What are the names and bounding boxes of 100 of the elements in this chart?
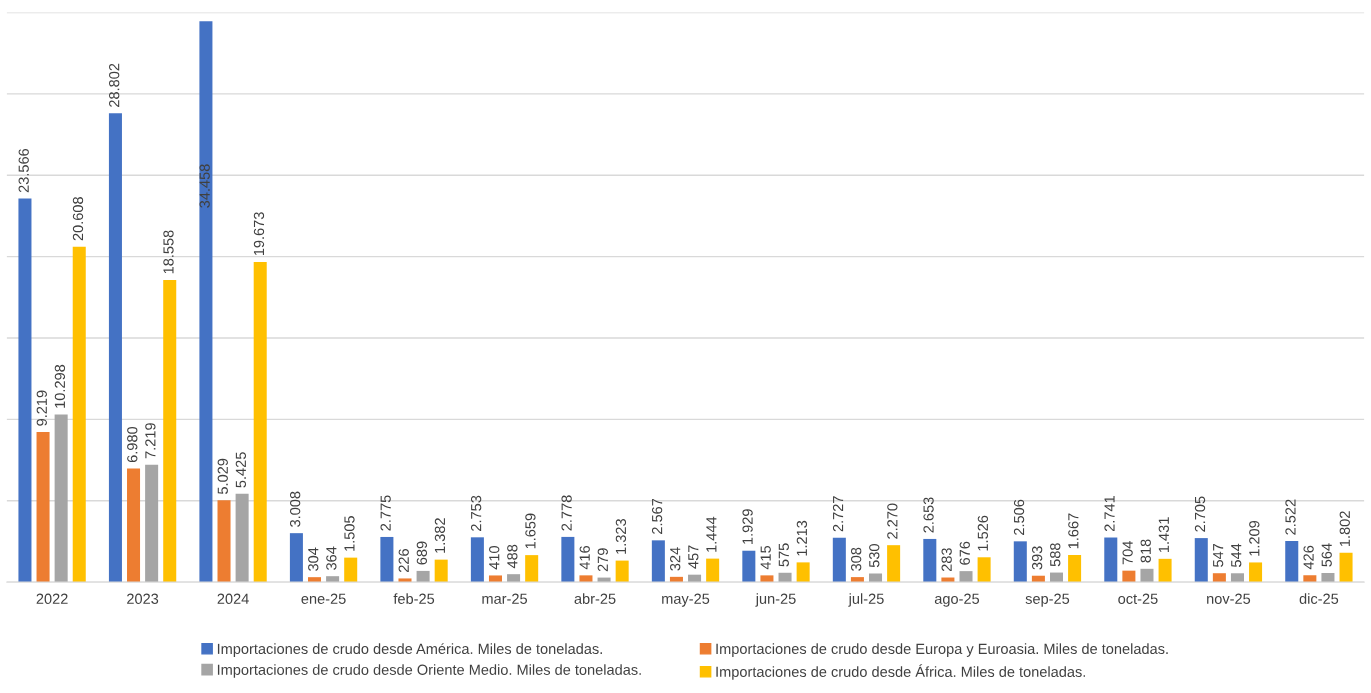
data-label: 410: [489, 545, 500, 570]
legend-label: Importaciones de crudo desde América. Miles de toneladas.: [217, 643, 602, 657]
bar: [796, 562, 810, 583]
data-label: 2.741: [1104, 496, 1115, 532]
x-tick-label: mar-25: [482, 593, 528, 604]
bar: [887, 545, 901, 583]
bar: [615, 560, 629, 583]
data-label: 2.506: [1013, 499, 1025, 535]
data-label: 10.298: [54, 364, 66, 408]
x-tick-label: sep-25: [1025, 593, 1070, 607]
bar: [1285, 541, 1299, 583]
data-label: 2.778: [561, 495, 572, 531]
bar: [344, 557, 358, 583]
data-label: 457: [688, 545, 699, 569]
bar: [253, 261, 267, 583]
bar: [36, 432, 50, 583]
data-label: 19.673: [253, 212, 265, 256]
data-label: 588: [1050, 543, 1061, 567]
data-label: 226: [398, 549, 409, 573]
data-label: 818: [1140, 539, 1151, 563]
data-label: 704: [1122, 541, 1133, 565]
data-label: 1.323: [615, 519, 627, 554]
bar: [145, 464, 159, 583]
bar: [525, 555, 539, 583]
data-label: 2.653: [923, 497, 934, 533]
data-label: 488: [507, 544, 518, 569]
legend-label: Importaciones de crudo desde África. Miles de toneladas.: [716, 664, 1085, 680]
data-label: 308: [851, 547, 862, 571]
bar: [235, 493, 249, 583]
bar: [18, 198, 32, 583]
data-label: 1.382: [434, 518, 446, 553]
x-tick-label: jun-25: [755, 593, 796, 607]
legend-label: Importaciones de crudo desde Europa y Euroasia. Miles de toneladas.: [716, 643, 1168, 657]
data-label: 575: [778, 543, 789, 567]
data-label: 1.667: [1068, 513, 1079, 549]
data-label: 23.566: [18, 148, 29, 193]
bar: [1104, 537, 1118, 583]
data-label: 9.219: [36, 390, 47, 426]
bar: [1013, 541, 1027, 583]
bar: [1249, 562, 1263, 583]
x-tick-label: 2023: [127, 593, 159, 604]
x-tick-label: 2022: [36, 593, 68, 604]
bar: [1230, 573, 1244, 583]
data-label: 676: [959, 541, 970, 565]
data-label: 5.425: [235, 452, 247, 488]
data-label: 544: [1231, 543, 1242, 567]
data-label: 279: [597, 548, 608, 572]
x-tick-label: abr-25: [574, 593, 616, 604]
bar: [1068, 554, 1082, 583]
data-label: 2.270: [887, 503, 898, 539]
data-label: 1.659: [525, 513, 536, 549]
data-label: 415: [760, 545, 771, 570]
data-label: 34.458: [199, 164, 210, 208]
bar: [1212, 573, 1226, 583]
data-label: 564: [1321, 543, 1332, 567]
bar: [706, 558, 720, 583]
data-label: 1.209: [1249, 520, 1260, 556]
data-label: 547: [1213, 543, 1224, 567]
data-label: 7.219: [145, 423, 156, 459]
x-tick-label: ago-25: [934, 593, 980, 607]
data-label: 2.753: [470, 495, 482, 531]
data-label: 1.505: [344, 516, 355, 551]
x-tick-label: oct-25: [1118, 593, 1158, 604]
bar: [651, 540, 665, 583]
data-label: 364: [326, 546, 337, 570]
bar: [959, 571, 973, 583]
bar: [434, 559, 448, 583]
data-label: 2.522: [1285, 499, 1296, 535]
bar: [54, 414, 68, 583]
x-tick-label: may-25: [662, 593, 710, 607]
data-label: 3.008: [290, 491, 301, 527]
data-label: 426: [1303, 545, 1314, 570]
bar: [869, 573, 883, 583]
bar: [163, 280, 177, 583]
data-label: 1.431: [1158, 517, 1169, 553]
data-label: 2.775: [380, 495, 391, 531]
data-label: 304: [308, 547, 319, 571]
x-tick-label: 2024: [217, 593, 249, 604]
data-label: 2.567: [651, 498, 663, 534]
data-label: 28.802: [109, 63, 120, 107]
data-label: 530: [869, 544, 880, 568]
bar: [199, 21, 213, 583]
bar: [1194, 538, 1208, 583]
data-label: 1.444: [706, 516, 717, 552]
data-label: 2.727: [832, 496, 844, 532]
bar: [380, 536, 394, 583]
bar: [1339, 552, 1353, 583]
x-tick-label: dic-25: [1299, 593, 1339, 604]
data-label: 416: [579, 545, 590, 570]
data-label: 283: [941, 548, 952, 572]
bar: [72, 246, 86, 583]
bar: [832, 537, 846, 583]
bar: [742, 550, 756, 583]
bar: [977, 557, 991, 583]
data-label: 1.526: [977, 515, 989, 551]
x-tick-label: ene-25: [301, 593, 346, 604]
data-label: 1.802: [1339, 511, 1350, 546]
data-label: 6.980: [127, 426, 138, 463]
x-tick-label: nov-25: [1207, 593, 1251, 604]
x-tick-label: jul-25: [848, 593, 884, 607]
